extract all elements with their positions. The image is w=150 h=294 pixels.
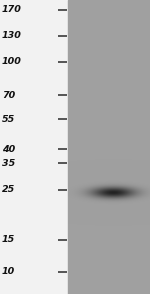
Text: 100: 100 <box>2 58 22 66</box>
Text: 25: 25 <box>2 186 15 195</box>
Text: 40: 40 <box>2 144 15 153</box>
Bar <box>68 0 150 294</box>
Text: 10: 10 <box>2 268 15 276</box>
Text: 130: 130 <box>2 31 22 41</box>
Bar <box>0 0 68 294</box>
Text: 35: 35 <box>2 158 15 168</box>
Text: 15: 15 <box>2 235 15 245</box>
Text: 170: 170 <box>2 6 22 14</box>
Text: 55: 55 <box>2 114 15 123</box>
Text: 70: 70 <box>2 91 15 99</box>
